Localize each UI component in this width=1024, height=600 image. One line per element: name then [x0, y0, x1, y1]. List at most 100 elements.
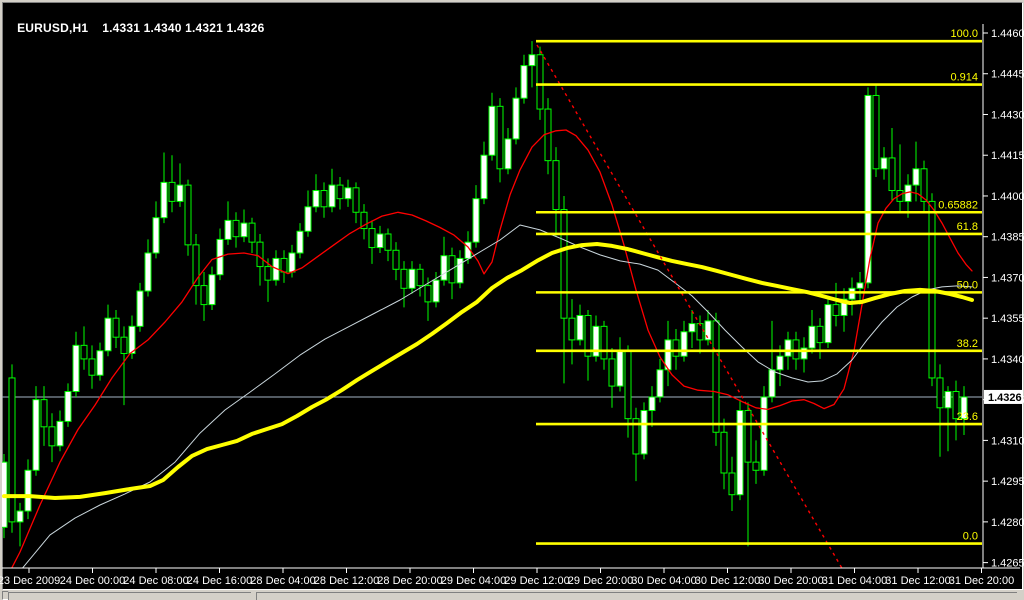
- candle-body: [624, 350, 632, 420]
- price-tick-label: 1.4310: [991, 435, 1024, 447]
- price-tick-label: 1.4265: [991, 558, 1024, 570]
- candle-body: [616, 350, 624, 387]
- candle-body: [712, 320, 720, 433]
- candle-body: [248, 222, 256, 243]
- candle-body: [224, 219, 232, 240]
- candle-body: [344, 187, 352, 200]
- candle-body: [776, 355, 784, 371]
- fib-level-label: 50.0: [957, 279, 978, 291]
- candle-body: [264, 266, 272, 281]
- candle-body: [672, 339, 680, 357]
- candle-body: [40, 399, 48, 428]
- fib-level-label: 23.6: [957, 411, 978, 423]
- candle-body: [824, 304, 832, 344]
- candle-body: [392, 249, 400, 270]
- candle-body: [936, 377, 944, 409]
- time-tick-label: 31 Dec 04:00: [822, 575, 887, 587]
- plot-area[interactable]: 100.0 0.914 0.65882 61.8 50.0 38.2 23.6 0.0: [1, 28, 982, 590]
- candle-body: [528, 54, 536, 67]
- candle-body: [304, 206, 312, 232]
- candle-body: [176, 184, 184, 202]
- candle-body: [680, 331, 688, 357]
- time-tick-label: 28 Dec 12:00: [314, 575, 379, 587]
- candle-body: [768, 369, 776, 398]
- chart-symbol-timeframe: EURUSD,H1: [17, 21, 89, 35]
- candle-body: [208, 274, 216, 306]
- candle-body: [536, 54, 544, 110]
- candle-body: [360, 211, 368, 230]
- candle-body: [648, 396, 656, 412]
- price-tick-label: 1.4370: [991, 272, 1024, 284]
- time-tick-label: 24 Dec 08:00: [123, 575, 188, 587]
- fibonacci-retracement[interactable]: 100.0 0.914 0.65882 61.8 50.0 38.2 23.6 0.0: [536, 28, 982, 545]
- candle-body: [840, 298, 848, 316]
- current-price-tag: 1.4326: [984, 389, 1022, 404]
- candle-body: [312, 190, 320, 208]
- candle-body: [560, 209, 568, 319]
- fib-level-label: 0.65882: [938, 199, 978, 211]
- candle-body: [16, 510, 24, 523]
- candle-body: [72, 344, 80, 393]
- candle-body: [144, 252, 152, 292]
- time-tick-label: 30 Dec 04:00: [631, 575, 696, 587]
- descending-trendline[interactable]: [536, 44, 843, 570]
- price-tick-label: 1.4355: [991, 313, 1024, 325]
- candle-body: [792, 339, 800, 360]
- candle-body: [880, 157, 888, 170]
- candle-body: [520, 65, 528, 99]
- fib-level-label: 100.0: [950, 28, 978, 40]
- candle-body: [872, 94, 880, 170]
- price-axis[interactable]: 1.4460 1.4445 1.4430 1.4415 1.4400 1.4385 1.43…: [983, 28, 1024, 570]
- candle-body: [640, 410, 648, 455]
- candle-body: [744, 410, 752, 463]
- price-tick-label: 1.4415: [991, 150, 1024, 162]
- candle-body: [408, 268, 416, 289]
- candle-body: [600, 325, 608, 360]
- candle-body: [80, 344, 88, 360]
- price-tick-label: 1.4295: [991, 476, 1024, 488]
- candle-body: [816, 325, 824, 344]
- candle-body: [384, 233, 392, 251]
- candle-body: [920, 168, 928, 202]
- candle-body: [720, 431, 728, 474]
- candlesticks: [2, 41, 968, 547]
- candle-body: [568, 317, 576, 341]
- price-tick-label: 1.4280: [991, 517, 1024, 529]
- time-tick-label: 28 Dec 04:00: [250, 575, 315, 587]
- candle-body: [8, 377, 16, 523]
- price-tick-label: 1.4460: [991, 28, 1024, 40]
- candle-body: [912, 168, 920, 186]
- price-tick-label: 1.4445: [991, 69, 1024, 81]
- status-strip: [0, 590, 1024, 600]
- candle-body: [512, 97, 520, 140]
- candle-body: [848, 287, 856, 300]
- fib-level-label: 0.914: [950, 72, 978, 84]
- candle-body: [64, 391, 72, 422]
- time-tick-label: 24 Dec 00:00: [60, 575, 125, 587]
- time-tick-label: 23 Dec 2009: [0, 575, 60, 587]
- candle-body: [112, 317, 120, 338]
- candle-body: [168, 181, 176, 202]
- candle-body: [88, 358, 96, 376]
- candle-body: [896, 190, 904, 202]
- candle-body: [808, 325, 816, 349]
- candle-body: [856, 282, 864, 289]
- candle-body: [152, 217, 160, 254]
- ma-slow-line: [2, 242, 974, 500]
- candle-body: [784, 339, 792, 357]
- time-tick-label: 29 Dec 20:00: [568, 575, 633, 587]
- time-tick-label: 30 Dec 20:00: [758, 575, 823, 587]
- candle-body: [328, 184, 336, 208]
- chart-title: EURUSD,H1 1.4331 1.4340 1.4321 1.4326: [10, 7, 264, 35]
- candle-body: [944, 391, 952, 409]
- time-tick-label: 29 Dec 04:00: [441, 575, 506, 587]
- candle-body: [608, 358, 616, 387]
- candle-body: [472, 198, 480, 243]
- candle-body: [24, 469, 32, 512]
- time-tick-label: 29 Dec 12:00: [504, 575, 569, 587]
- candle-body: [888, 157, 896, 192]
- candle-body: [432, 279, 440, 303]
- candle-body: [104, 317, 112, 352]
